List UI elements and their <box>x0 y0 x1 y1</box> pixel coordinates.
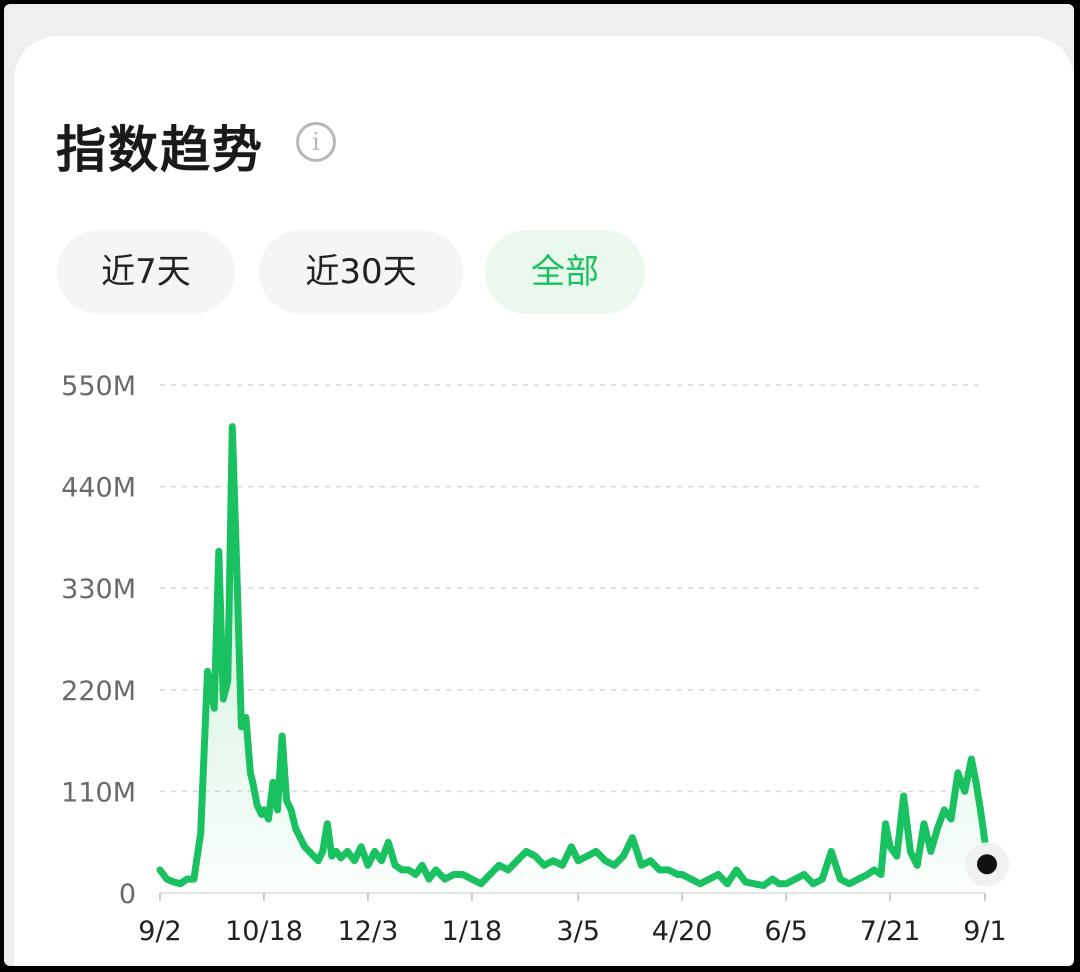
x-tick-label: 6/5 <box>764 916 807 947</box>
y-tick-label: 330M <box>61 574 136 605</box>
index-trend-card <box>14 36 1074 966</box>
y-tick-label: 550M <box>61 371 136 402</box>
x-tick-label: 1/18 <box>442 916 503 947</box>
y-tick-label: 220M <box>61 676 136 707</box>
tab-last-7-days[interactable]: 近7天 <box>57 230 235 314</box>
x-tick-label: 9/2 <box>138 916 181 947</box>
info-circle-icon[interactable]: i <box>296 122 336 162</box>
page-title: 指数趋势 <box>56 121 264 179</box>
screen-frame <box>4 4 1074 966</box>
y-tick-label: 440M <box>61 473 136 504</box>
x-tick-label: 9/1 <box>963 916 1006 947</box>
x-tick-label: 3/5 <box>556 916 599 947</box>
x-tick-label: 7/21 <box>860 916 921 947</box>
series-area <box>160 426 985 893</box>
x-tick-label: 12/3 <box>338 916 399 947</box>
tab-all[interactable]: 全部 <box>485 230 645 314</box>
series-line <box>156 423 989 890</box>
x-tick-label: 4/20 <box>652 916 713 947</box>
tab-last-30-days[interactable]: 近30天 <box>259 230 463 314</box>
y-tick-label: 110M <box>61 777 136 808</box>
last-point-marker[interactable] <box>977 854 997 875</box>
y-tick-label: 0 <box>119 879 136 910</box>
x-tick-label: 10/18 <box>225 916 303 947</box>
